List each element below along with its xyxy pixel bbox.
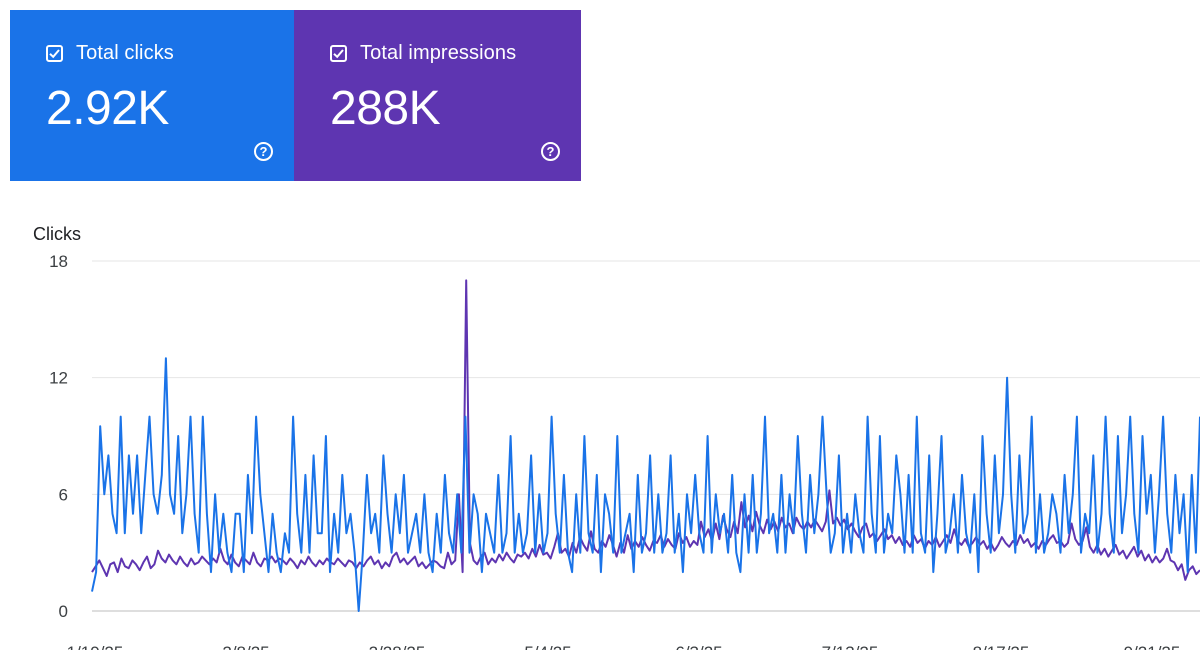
card-label: Total impressions [360, 42, 517, 64]
x-tick-label: 5/4/25 [524, 643, 571, 650]
total-clicks-card[interactable]: Total clicks 2.92K ? [10, 10, 294, 181]
y-tick-label: 6 [59, 485, 68, 504]
y-tick-label: 18 [49, 252, 68, 271]
metric-cards: Total clicks 2.92K ? Total impressions 2… [10, 10, 581, 181]
series-line [91, 357, 1200, 612]
card-header: Total clicks [46, 42, 294, 65]
x-tick-label: 8/17/25 [973, 643, 1030, 650]
x-tick-label: 1/19/25 [67, 643, 124, 650]
x-tick-label: 9/21/25 [1124, 643, 1181, 650]
y-tick-label: 12 [49, 369, 68, 388]
card-header: Total impressions [330, 42, 581, 65]
y-tick-label: 0 [59, 602, 68, 621]
x-tick-label: 7/13/25 [822, 643, 879, 650]
total-impressions-card[interactable]: Total impressions 288K ? [294, 10, 581, 181]
checkbox-checked-icon[interactable] [330, 45, 347, 62]
card-value: 2.92K [46, 82, 169, 135]
help-circle-icon[interactable]: ? [541, 142, 560, 161]
x-tick-label: 6/3/25 [675, 643, 722, 650]
card-label: Total clicks [76, 42, 174, 64]
x-tick-label: 2/28/25 [369, 643, 426, 650]
y-axis-title: Clicks [33, 224, 81, 244]
x-tick-label: 2/8/25 [222, 643, 269, 650]
help-circle-icon[interactable]: ? [254, 142, 273, 161]
clicks-chart: 0 6 12 18 1/19/25 2/8/25 2/28/25 5/4/25 6/3/25 7/… [49, 252, 1200, 650]
card-value: 288K [330, 82, 441, 135]
checkbox-checked-icon[interactable] [46, 45, 63, 62]
